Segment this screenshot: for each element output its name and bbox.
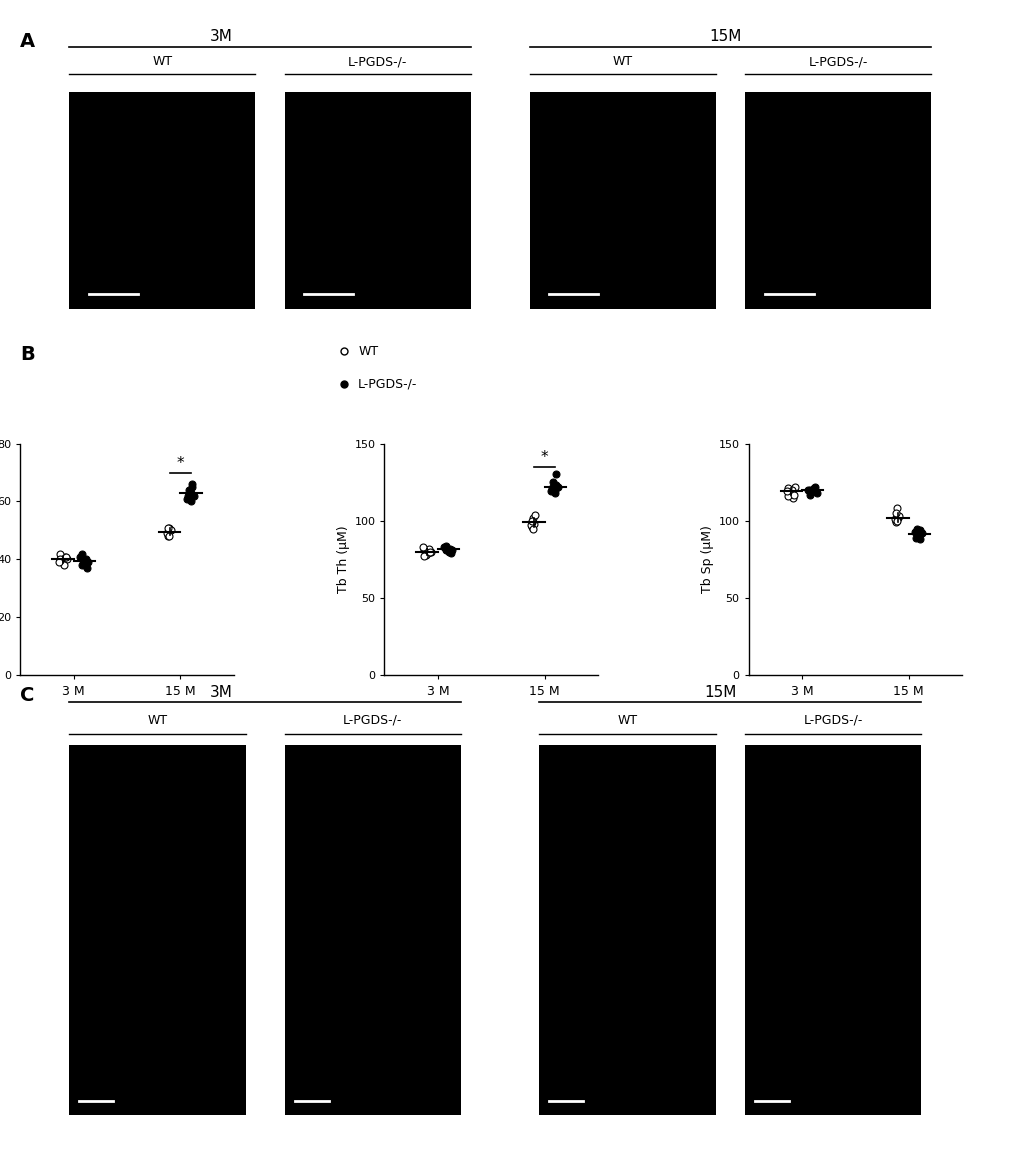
Y-axis label: Tb Th (μM): Tb Th (μM) xyxy=(337,526,350,593)
Text: 15M: 15M xyxy=(708,29,741,44)
Text: L-PGDS-/-: L-PGDS-/- xyxy=(358,377,417,390)
Text: B: B xyxy=(20,344,35,364)
Text: L-PGDS-/-: L-PGDS-/- xyxy=(347,55,408,68)
Text: L-PGDS-/-: L-PGDS-/- xyxy=(807,55,867,68)
Text: L-PGDS-/-: L-PGDS-/- xyxy=(342,714,403,727)
Text: 15M: 15M xyxy=(704,684,736,699)
Text: WT: WT xyxy=(612,55,632,68)
Text: 3M: 3M xyxy=(210,684,232,699)
Text: 3M: 3M xyxy=(210,29,232,44)
Text: L-PGDS-/-: L-PGDS-/- xyxy=(803,714,862,727)
Text: WT: WT xyxy=(148,714,167,727)
Text: WT: WT xyxy=(616,714,637,727)
Text: A: A xyxy=(20,32,36,51)
Text: *: * xyxy=(176,455,184,470)
Text: C: C xyxy=(20,687,35,705)
Text: *: * xyxy=(540,450,548,465)
Y-axis label: Tb Sp (μM): Tb Sp (μM) xyxy=(701,526,713,593)
Text: WT: WT xyxy=(152,55,172,68)
Text: WT: WT xyxy=(358,344,378,358)
